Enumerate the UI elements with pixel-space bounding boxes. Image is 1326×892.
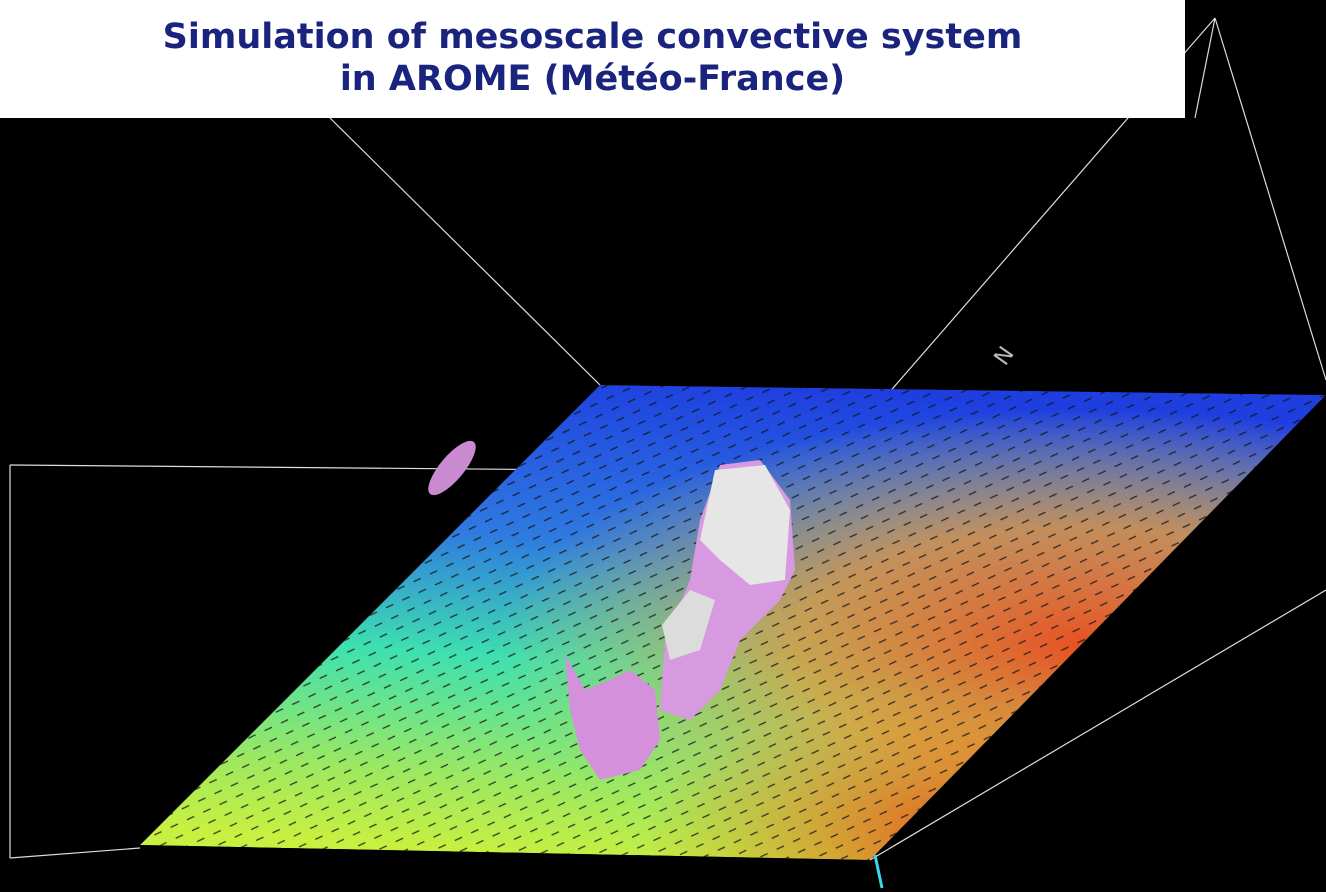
- compass-label: N: [990, 342, 1020, 370]
- title-line: in AROME (Météo-France): [0, 58, 1185, 100]
- title-line: Simulation of mesoscale convective syste…: [0, 0, 1185, 58]
- visualization: N: [0, 0, 1326, 892]
- title-box: Simulation of mesoscale convective syste…: [0, 0, 1185, 118]
- screen: N Simulation of mesoscale convective sys…: [0, 0, 1326, 892]
